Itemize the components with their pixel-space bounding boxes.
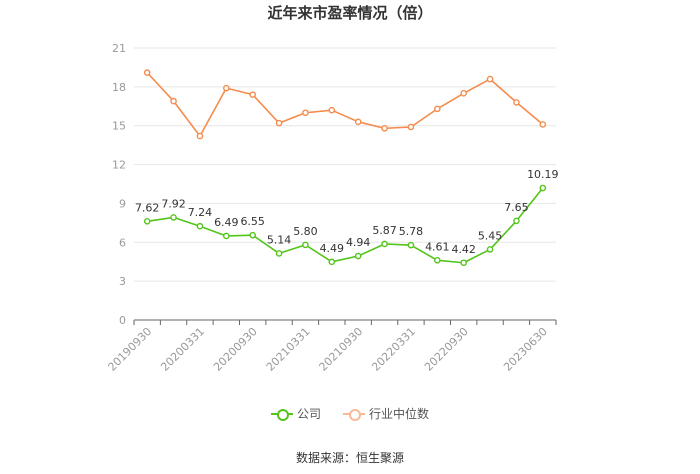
data-label: 4.61: [425, 240, 450, 253]
data-point-company: [275, 250, 283, 257]
data-label: 10.19: [527, 168, 559, 181]
data-point-industry-median: [328, 106, 336, 114]
data-point-industry-median: [381, 125, 388, 132]
data-label: 5.80: [293, 225, 318, 238]
x-tick-label: 20220930: [422, 325, 471, 374]
y-tick-label: 18: [112, 81, 126, 94]
data-point-industry-median: [302, 109, 309, 117]
y-tick-label: 3: [119, 275, 126, 288]
x-tick-label: 20210930: [317, 325, 366, 374]
data-point-industry-median: [143, 69, 151, 76]
data-label: 4.42: [451, 243, 476, 256]
data-point-industry-median: [486, 75, 494, 83]
legend-label-industry-median: 行业中位数: [369, 407, 430, 421]
data-point-company: [460, 259, 467, 267]
data-label: 7.62: [135, 201, 160, 214]
y-tick-label: 21: [112, 42, 126, 55]
y-tick-label: 6: [119, 236, 126, 249]
data-label: 5.87: [372, 224, 397, 237]
data-point-company: [328, 258, 336, 266]
data-point-company: [223, 232, 230, 240]
data-point-industry-median: [407, 123, 415, 131]
data-point-industry-median: [539, 121, 547, 128]
data-point-company: [513, 217, 520, 225]
legend-label-company: 公司: [296, 407, 321, 421]
data-point-industry-median: [354, 118, 362, 126]
y-tick-label: 15: [112, 120, 126, 133]
data-label: 5.78: [399, 225, 424, 238]
data-point-company: [196, 222, 204, 230]
data-label: 5.14: [267, 233, 292, 246]
data-point-company: [434, 256, 441, 264]
data-point-industry-median: [460, 90, 467, 97]
data-point-company: [354, 252, 362, 260]
data-label: 4.94: [346, 236, 371, 249]
legend: 公司 行业中位数: [0, 405, 700, 422]
data-point-industry-median: [513, 99, 520, 106]
data-label: 7.24: [188, 206, 213, 219]
data-label: 4.49: [320, 242, 345, 255]
data-label: 5.45: [478, 229, 503, 242]
data-point-industry-median: [223, 84, 230, 92]
x-tick-label: 20210331: [264, 325, 313, 374]
data-point-industry-median: [170, 97, 177, 105]
data-label: 6.55: [240, 215, 265, 228]
data-source: 数据来源：恒生聚源: [295, 451, 404, 465]
data-label: 6.49: [214, 216, 239, 229]
data-label: 7.92: [161, 197, 186, 210]
legend-swatch-company: [270, 408, 293, 421]
y-tick-label: 0: [119, 314, 126, 327]
x-tick-label: 20200331: [158, 325, 207, 374]
data-point-industry-median: [434, 105, 441, 113]
data-point-company: [302, 241, 309, 249]
data-point-company: [381, 240, 388, 248]
x-tick-label: 20200930: [211, 325, 260, 374]
data-label: 7.65: [504, 201, 529, 214]
data-point-industry-median: [275, 119, 283, 127]
x-tick-label: 20220331: [369, 325, 418, 374]
chart-title: 近年来市盈率情况（倍）: [267, 4, 433, 22]
series-line-company: [147, 187, 544, 264]
legend-swatch-industry-median: [343, 408, 365, 421]
data-point-company: [407, 241, 415, 249]
data-point-company: [486, 246, 494, 253]
data-point-company: [249, 231, 256, 239]
x-tick-label: 20230630: [501, 325, 550, 374]
data-point-company: [539, 184, 547, 192]
series-line-industry-median: [146, 72, 544, 137]
data-point-company: [170, 214, 177, 221]
x-tick-label: 20190930: [106, 325, 155, 374]
y-tick-label: 9: [119, 197, 126, 210]
data-point-company: [143, 218, 151, 225]
y-tick-label: 12: [112, 159, 126, 172]
data-point-industry-median: [249, 91, 256, 98]
data-point-industry-median: [196, 132, 204, 140]
legend-item-industry-median[interactable]: 行业中位数: [343, 405, 429, 422]
legend-item-company[interactable]: 公司: [270, 405, 321, 422]
